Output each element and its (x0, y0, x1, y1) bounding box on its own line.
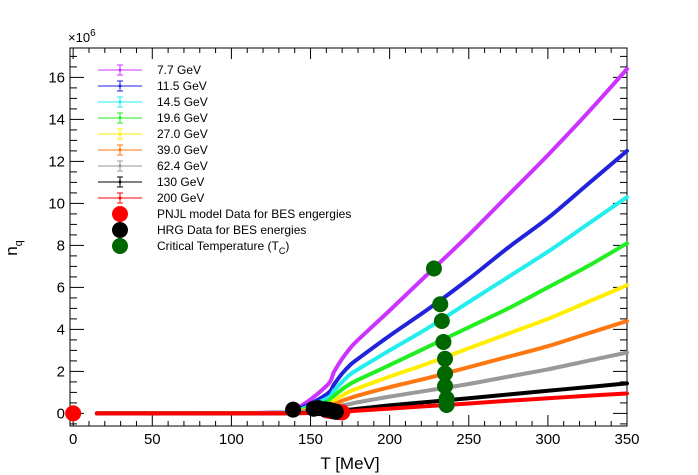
x-tick-label: 300 (535, 431, 560, 448)
legend-marker (112, 222, 128, 238)
legend-marker (112, 238, 128, 254)
legend-label: 62.4 GeV (157, 159, 208, 173)
y-tick-label: 2 (57, 363, 65, 380)
origin-point (71, 411, 76, 416)
legend-dot (118, 132, 122, 136)
legend-dot (118, 116, 122, 120)
legend-label: 14.5 GeV (157, 95, 208, 109)
y-tick-label: 12 (48, 153, 65, 170)
y-tick-label: 16 (48, 69, 65, 86)
hrg-point (327, 403, 344, 420)
x-tick-label: 0 (69, 431, 77, 448)
markers (65, 260, 455, 422)
y-tick-label: 4 (57, 321, 65, 338)
legend-dot (118, 180, 122, 184)
legend-label: Critical Temperature (TC) (157, 239, 289, 256)
legend-dot (118, 196, 122, 200)
tc-point (437, 365, 454, 382)
y-tick-label: 0 (57, 405, 65, 422)
x-tick-label: 150 (298, 431, 323, 448)
x-tick-label: 50 (144, 431, 161, 448)
y-tick-label: 14 (48, 111, 65, 128)
legend-dot (118, 164, 122, 168)
legend-label: 7.7 GeV (157, 63, 201, 77)
axis-ticks: 0 50 100 150 200 250 300 350 0 2 4 6 8 10 12 14 16 (48, 48, 640, 448)
legend-label: HRG Data for BES energies (157, 223, 306, 237)
legend-label: 200 GeV (157, 191, 204, 205)
y-tick-label: 6 (57, 279, 65, 296)
x-tick-label: 100 (219, 431, 244, 448)
y-axis-label: nq (2, 240, 25, 256)
tc-point (437, 378, 454, 395)
legend-label: 11.5 GeV (157, 79, 207, 93)
legend-dot (118, 84, 122, 88)
tc-point (432, 296, 449, 313)
tc-point (437, 350, 454, 367)
plot-frame (69, 47, 628, 427)
y-tick-label: 8 (57, 237, 65, 254)
y-tick-label: 10 (48, 195, 65, 212)
legend-label: 130 GeV (157, 175, 204, 189)
hrg-point (285, 401, 302, 418)
tc-point (425, 260, 442, 277)
x-tick-label: 250 (456, 431, 481, 448)
legend-label: 27.0 GeV (157, 127, 208, 141)
legend-label: PNJL model Data for BES engergies (157, 207, 351, 221)
exponent-label: ×106 (68, 28, 96, 45)
x-tick-label: 350 (614, 431, 639, 448)
legend-marker (112, 206, 128, 222)
legend-label: 39.0 GeV (157, 143, 208, 157)
series-line (94, 350, 629, 416)
x-tick-label: 200 (377, 431, 402, 448)
tc-point (438, 397, 455, 413)
tc-point (433, 313, 450, 329)
legend-dot (118, 100, 122, 104)
legend: 7.7 GeV 11.5 GeV 14.5 GeV 19.6 GeV 27.0 GeV 3… (98, 63, 351, 256)
legend-dot (118, 68, 122, 72)
legend-label: 19.6 GeV (157, 111, 208, 125)
x-axis-label: T [MeV] (320, 454, 379, 473)
legend-dot (118, 148, 122, 152)
tc-point (435, 334, 452, 350)
